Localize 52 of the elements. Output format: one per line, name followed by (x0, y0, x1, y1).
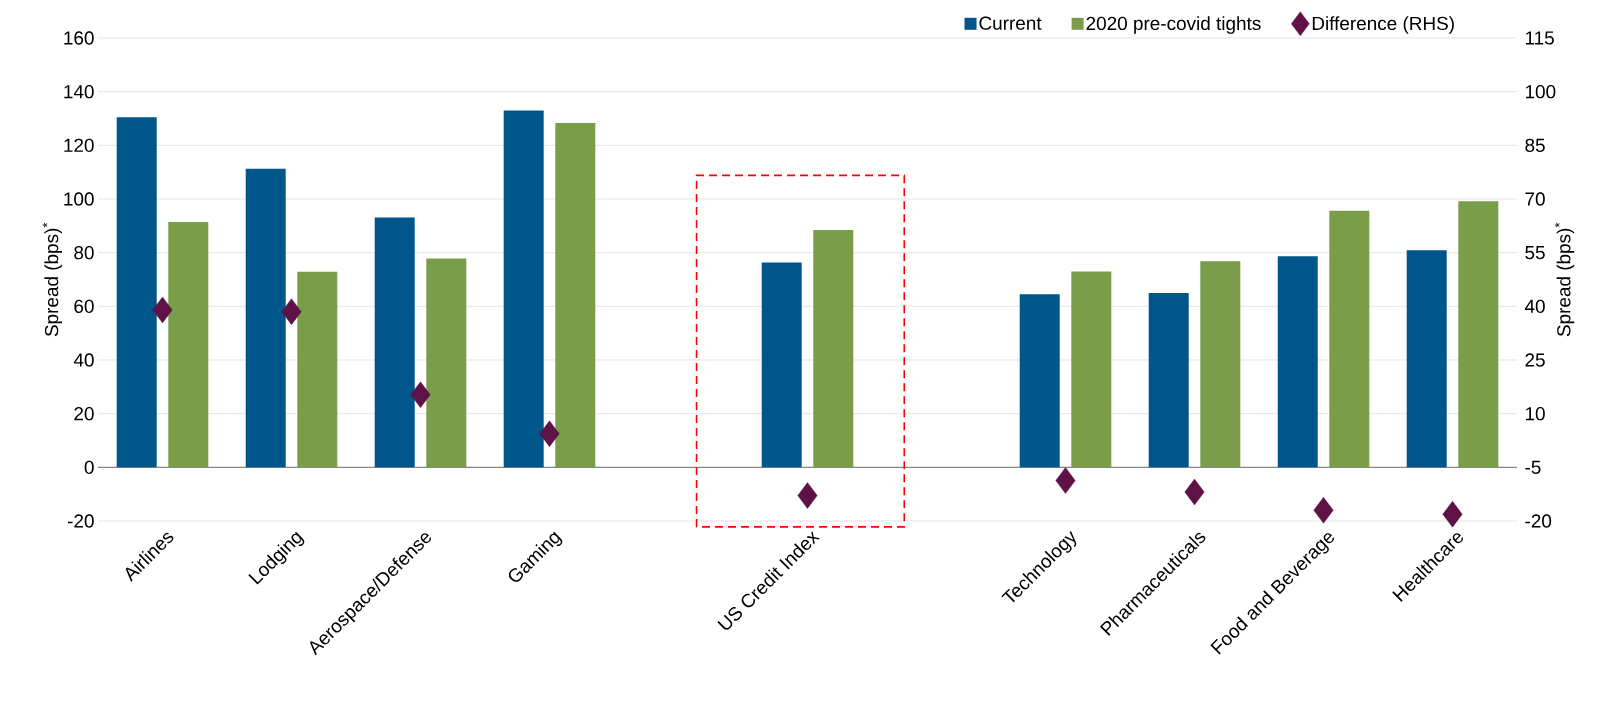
y-tick-label: 120 (64, 138, 94, 153)
bar (168, 222, 209, 468)
y-axis-title: Spread (bps)$^{*}$ (42, 222, 63, 337)
point (1055, 467, 1076, 494)
y-tick-label: 140 (64, 84, 94, 99)
bar (426, 258, 467, 468)
bar (1148, 292, 1189, 468)
bar (813, 230, 854, 468)
y2-tick-label: 100 (1525, 84, 1556, 99)
y2-tick-label: 55 (1525, 246, 1545, 260)
point (539, 420, 560, 447)
bar (245, 168, 286, 468)
bar (1071, 271, 1112, 468)
bar (1406, 250, 1447, 468)
bar (555, 123, 596, 468)
bar (374, 217, 415, 468)
point (797, 482, 818, 509)
y-tick-label: 160 (64, 31, 94, 45)
bar (116, 117, 157, 468)
bar (1200, 261, 1241, 468)
point (1184, 478, 1205, 506)
y2-tick-label: -20 (1525, 514, 1552, 528)
y-tick-label: 60 (74, 299, 94, 314)
y2-tick-label: 10 (1525, 406, 1545, 421)
point (281, 298, 302, 325)
bar (503, 110, 544, 468)
bar (1458, 201, 1499, 468)
legend-label: Current (979, 16, 1042, 30)
y2-tick-label: 115 (1525, 31, 1554, 45)
legend-label: Difference (RHS) (1312, 16, 1454, 34)
bar (1019, 294, 1060, 468)
y2-tick-label: 25 (1525, 353, 1545, 367)
y-tick-label: 80 (74, 245, 94, 260)
y2-tick-label: 70 (1525, 192, 1545, 206)
y-tick-label: 0 (84, 460, 94, 475)
y2-axis-title: Spread (bps)$^{*}$ (1554, 222, 1575, 337)
y-tick-label: 40 (73, 353, 94, 367)
legend-label: 2020 pre-covid tights (1086, 16, 1261, 34)
y-tick-label: 100 (64, 192, 94, 206)
y2-tick-label: -5 (1525, 460, 1541, 474)
bar (1329, 210, 1370, 468)
y-tick-label: 20 (74, 406, 94, 421)
y-tick-label: -20 (67, 514, 94, 528)
bar (297, 271, 338, 468)
point (410, 381, 431, 408)
bar (761, 262, 802, 468)
y2-tick-label: 85 (1525, 138, 1545, 153)
point (1313, 497, 1334, 524)
y2-tick-label: 40 (1524, 299, 1545, 314)
point (152, 296, 173, 324)
point (1442, 501, 1463, 528)
bar (1277, 256, 1318, 468)
